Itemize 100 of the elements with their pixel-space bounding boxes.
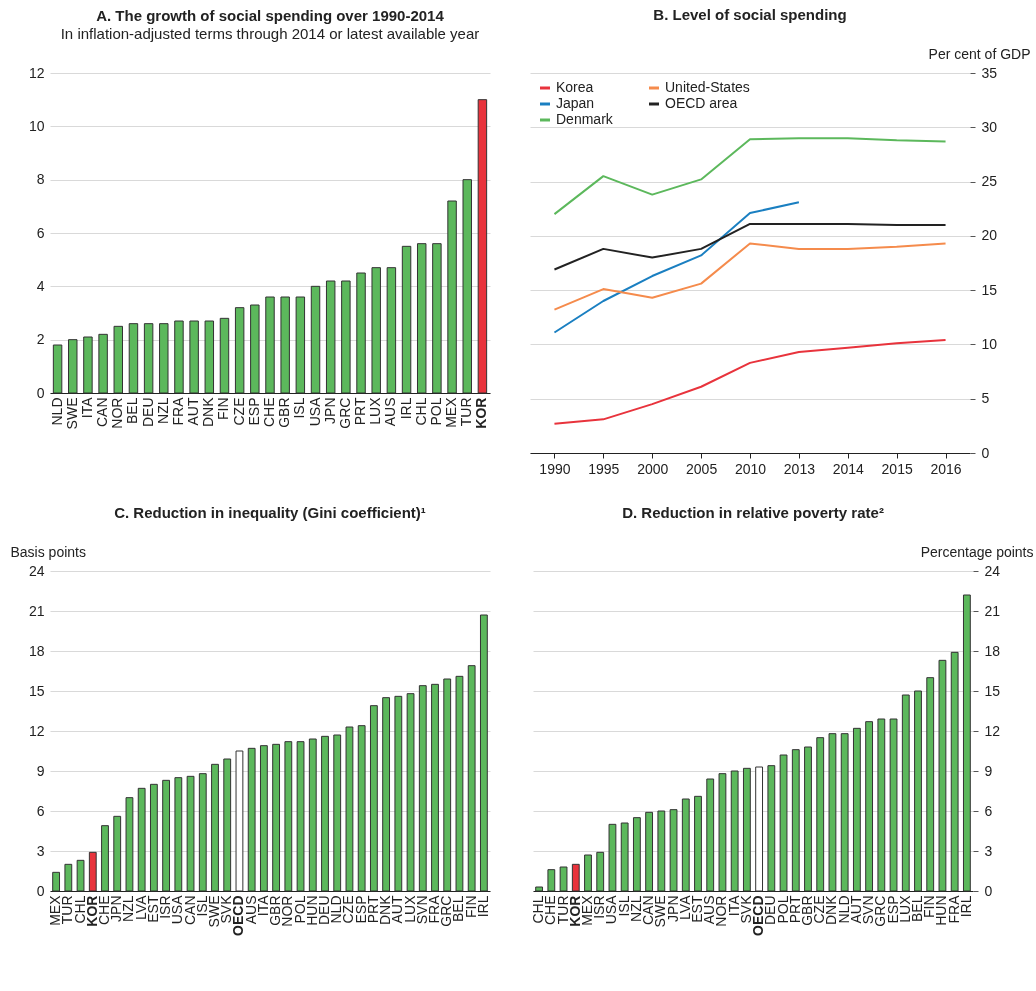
y-tick-label: 15 — [984, 682, 1001, 699]
y-tick-label: 8 — [36, 171, 45, 188]
y-tick-label: 12 — [28, 64, 45, 81]
bar — [779, 754, 788, 892]
x-tick-label: USA — [306, 396, 323, 427]
bar — [247, 747, 256, 892]
y-tick-label: 20 — [981, 227, 998, 244]
bar — [83, 336, 93, 394]
x-tick-label: ITA — [78, 396, 95, 419]
bar — [310, 285, 321, 394]
bar — [280, 296, 290, 394]
y-axis-title: Basis points — [10, 543, 86, 560]
bar — [443, 678, 452, 892]
y-tick-label: 6 — [36, 802, 45, 819]
bar — [447, 200, 457, 394]
x-tick-label: FIN — [215, 397, 232, 421]
line-series — [553, 339, 947, 425]
bar — [341, 280, 351, 394]
bar — [791, 749, 800, 892]
bar — [76, 859, 85, 892]
y-tick-label: 6 — [984, 802, 993, 819]
x-tick-label: CHL — [412, 397, 429, 426]
bar — [584, 854, 592, 892]
bar — [68, 339, 78, 394]
x-tick-label: TUR — [458, 397, 475, 427]
bar — [88, 851, 97, 892]
x-tick-label: SWE — [206, 895, 222, 928]
bar — [272, 743, 281, 892]
y-tick-label: 2 — [36, 331, 45, 348]
y-tick-label: 35 — [981, 64, 998, 81]
bar — [98, 333, 108, 394]
x-tick-label: 2015 — [881, 460, 913, 477]
bar — [394, 695, 403, 892]
x-tick-label: 2010 — [734, 460, 767, 477]
bar — [149, 783, 158, 892]
y-tick-label: 0 — [984, 882, 993, 899]
x-tick-label: PRT — [352, 397, 369, 426]
bar — [357, 725, 366, 892]
bar — [204, 320, 215, 394]
bar — [840, 733, 849, 892]
y-tick-label: 12 — [984, 722, 1001, 739]
y-tick-label: 6 — [36, 224, 45, 241]
bar — [308, 738, 317, 892]
bar — [669, 809, 678, 892]
bar — [325, 280, 336, 394]
bar — [535, 886, 544, 892]
x-tick-label: SWE — [63, 397, 80, 430]
bar — [113, 815, 122, 892]
x-tick-label: 2013 — [783, 460, 816, 477]
bar — [865, 721, 874, 892]
bar — [479, 614, 488, 892]
bar — [620, 822, 629, 892]
bar — [345, 726, 354, 892]
bar — [455, 675, 464, 892]
bar — [143, 323, 154, 394]
x-tick-label: EST — [689, 895, 705, 923]
bar — [296, 741, 305, 892]
bar — [284, 741, 293, 892]
bar — [926, 677, 935, 892]
y-tick-label: 24 — [28, 562, 45, 579]
legend-label: United-States — [665, 79, 750, 95]
x-tick-label: DEU — [139, 397, 156, 428]
bar — [52, 871, 61, 892]
bar — [962, 594, 971, 892]
line-series — [553, 242, 947, 311]
bar — [571, 863, 580, 892]
x-tick-label: KOR — [473, 397, 490, 429]
x-tick-label: NLD — [48, 397, 65, 426]
bar — [356, 272, 366, 394]
legend-label: Japan — [556, 95, 595, 111]
bar — [333, 734, 342, 892]
bar — [418, 685, 427, 892]
x-tick-label: DNK — [200, 396, 217, 428]
bar — [477, 99, 488, 394]
bar — [901, 694, 910, 892]
y-tick-label: 25 — [981, 173, 998, 190]
bar — [559, 866, 568, 892]
y-tick-label: 21 — [28, 602, 45, 619]
x-tick-label: ESP — [245, 397, 262, 426]
x-tick-label: 1990 — [539, 460, 571, 477]
bar — [547, 869, 556, 892]
x-tick-label: FRA — [426, 894, 442, 924]
x-tick-label: GRC — [336, 397, 353, 429]
y-tick-label: 0 — [981, 444, 990, 461]
bar — [369, 705, 378, 892]
y-tick-label: 0 — [36, 882, 45, 899]
chart-title: B. Level of social spending — [653, 6, 847, 23]
bar — [950, 651, 959, 892]
y-tick-label: 3 — [36, 842, 45, 859]
line-series — [553, 222, 947, 271]
x-tick-label: 2014 — [832, 460, 865, 477]
x-tick-label: AUS — [382, 397, 399, 427]
y-tick-label: 9 — [36, 762, 45, 779]
bar — [321, 735, 329, 892]
chart-subtitle: In inflation-adjusted terms through 2014 or latest available year — [60, 25, 480, 42]
bar — [137, 787, 146, 892]
bar — [186, 775, 195, 892]
y-tick-label: 15 — [981, 281, 998, 298]
x-tick-label: AUT — [185, 397, 202, 426]
bar — [816, 737, 825, 892]
